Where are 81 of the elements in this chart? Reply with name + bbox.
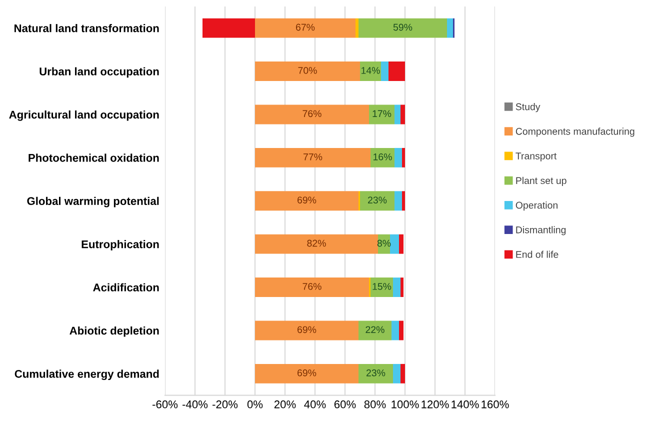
bar: [358, 320, 392, 340]
data-label: 76%: [302, 283, 322, 290]
bar: [381, 62, 388, 81]
data-label: 17%: [372, 110, 392, 118]
legend-label: Dismantling: [516, 226, 566, 236]
bar: [369, 104, 394, 124]
data-label: 69%: [298, 196, 316, 204]
bar: [400, 278, 404, 297]
bar: [255, 104, 369, 124]
legend-label: Study: [516, 103, 540, 112]
y-tick-label: Acidification: [93, 283, 159, 292]
bar: [402, 191, 405, 211]
bar: [255, 62, 360, 81]
bar: [360, 62, 381, 81]
bar: [447, 18, 453, 38]
y-tick-label: Natural land transformation: [14, 24, 159, 32]
x-tick-label: 100%: [392, 400, 419, 408]
bar: [388, 62, 405, 81]
data-label: 14%: [362, 67, 380, 74]
bar: [255, 18, 356, 38]
x-tick-label: 40%: [304, 400, 326, 408]
bar: [392, 320, 399, 340]
data-label: 69%: [298, 326, 316, 334]
x-tick-label: 160%: [482, 400, 509, 408]
data-label: 23%: [368, 196, 387, 204]
x-tick-label: 120%: [422, 400, 449, 408]
bar: [370, 148, 394, 168]
legend-label: End of life: [516, 250, 558, 258]
bar: [399, 320, 404, 340]
y-tick-label: Cumulative energy demand: [14, 370, 159, 380]
bar: [255, 320, 358, 340]
data-label: 82%: [307, 240, 326, 247]
bar: [255, 191, 358, 211]
bar: [370, 278, 393, 297]
bar: [402, 148, 405, 168]
x-tick-label: 60%: [334, 400, 356, 408]
x-tick-label: -40%: [182, 400, 208, 408]
bar: [399, 234, 404, 254]
x-tick-label: 80%: [364, 400, 386, 408]
x-tick-label: -20%: [212, 400, 238, 408]
y-tick-label: Abiotic depletion: [70, 326, 159, 337]
bar: [255, 148, 370, 168]
legend-label: Transport: [516, 152, 557, 162]
bar: [394, 148, 402, 168]
bar: [255, 364, 358, 384]
y-tick-label: Photochemical oxidation: [28, 154, 159, 162]
x-tick-label: -60%: [152, 400, 178, 408]
data-label: 76%: [302, 110, 322, 118]
y-tick-label: Urban land occupation: [40, 67, 159, 78]
data-label: 23%: [366, 369, 386, 376]
bar: [394, 191, 402, 211]
bar: [393, 364, 400, 384]
bar: [390, 234, 399, 254]
data-label: 16%: [374, 153, 392, 160]
y-tick-label: Agricultural land occupation: [9, 110, 159, 121]
data-label: 15%: [372, 283, 392, 290]
bar: [360, 191, 394, 211]
bar: [358, 18, 447, 38]
bar: [255, 234, 378, 254]
bar: [358, 364, 393, 384]
data-label: 70%: [298, 67, 317, 74]
data-label: 22%: [366, 326, 384, 334]
bar: [400, 364, 405, 384]
data-label: 59%: [393, 24, 412, 31]
legend-label: Plant set up: [516, 176, 566, 186]
y-tick-label: Global warming potential: [27, 196, 159, 208]
data-label: 69%: [298, 369, 316, 376]
data-label: 77%: [304, 153, 322, 160]
x-tick-label: 140%: [452, 400, 479, 408]
bar: [394, 104, 400, 124]
legend-label: Operation: [516, 202, 558, 211]
y-tick-label: Eutrophication: [82, 240, 159, 250]
bar: [393, 278, 400, 297]
x-tick-label: 20%: [274, 400, 296, 408]
bar: [255, 278, 369, 297]
data-label: 67%: [296, 24, 315, 31]
bar: [400, 104, 405, 124]
bar: [356, 18, 358, 38]
legend-label: Components manufacturing: [516, 128, 634, 137]
bar: [202, 18, 255, 38]
x-tick-label: 0%: [247, 400, 263, 408]
